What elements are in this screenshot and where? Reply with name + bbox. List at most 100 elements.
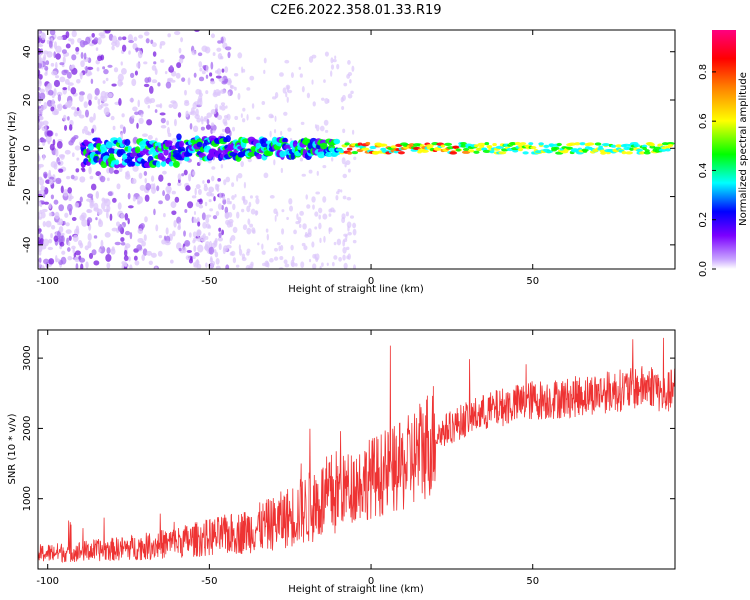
noise-mark <box>299 73 303 78</box>
noise-mark <box>61 49 67 54</box>
noise-mark <box>38 138 41 143</box>
noise-mark <box>79 39 86 48</box>
snr-panel: -100 -50 0 50 1000 2000 3000 Height of straig… <box>7 329 676 595</box>
noise-mark <box>314 211 319 217</box>
noise-mark <box>63 69 69 74</box>
snr-x-label: Height of straight line (km) <box>288 584 424 595</box>
noise-mark <box>217 40 222 44</box>
colorbar-label: Normalized spectral amplitude <box>738 72 749 226</box>
noise-mark <box>246 114 249 121</box>
noise-mark <box>193 245 197 252</box>
noise-mark <box>342 239 346 247</box>
noise-mark <box>341 157 346 165</box>
noise-mark <box>215 258 220 265</box>
noise-mark <box>43 201 49 205</box>
noise-mark <box>38 230 41 235</box>
noise-mark <box>282 87 287 94</box>
noise-mark <box>210 256 213 261</box>
noise-mark <box>205 64 209 73</box>
noise-mark <box>136 244 143 251</box>
noise-mark <box>170 259 174 264</box>
noise-mark <box>108 166 114 174</box>
noise-mark <box>289 205 294 212</box>
x-tick-label: 50 <box>526 276 539 287</box>
noise-mark <box>110 115 115 121</box>
carrier-mark <box>641 144 648 148</box>
noise-mark <box>211 166 216 170</box>
carrier-mark <box>633 143 641 148</box>
noise-mark <box>311 79 314 85</box>
noise-mark <box>162 190 165 197</box>
snr-frame <box>37 329 676 570</box>
noise-mark <box>261 100 266 106</box>
noise-mark <box>160 59 165 63</box>
noise-mark <box>75 225 80 234</box>
noise-mark <box>68 140 74 146</box>
noise-mark <box>205 262 208 268</box>
noise-mark <box>206 112 213 118</box>
carrier-mark <box>183 156 190 162</box>
noise-mark <box>195 201 200 207</box>
carrier-mark <box>482 149 491 153</box>
noise-mark <box>97 55 103 62</box>
noise-mark <box>150 175 155 182</box>
noise-mark <box>273 159 276 166</box>
noise-mark <box>197 188 202 195</box>
noise-mark <box>242 196 246 203</box>
noise-mark <box>236 211 240 219</box>
noise-mark <box>93 235 98 239</box>
noise-mark <box>316 170 319 176</box>
noise-mark <box>143 83 150 88</box>
noise-mark <box>347 225 350 232</box>
carrier-mark <box>622 143 631 147</box>
noise-mark <box>98 218 102 225</box>
noise-mark <box>241 118 246 123</box>
noise-mark <box>347 93 353 99</box>
noise-mark <box>55 75 60 79</box>
noise-mark <box>336 238 342 246</box>
noise-mark <box>119 81 124 86</box>
noise-mark <box>297 216 302 224</box>
noise-mark <box>177 173 182 181</box>
noise-mark <box>39 88 45 93</box>
noise-mark <box>306 92 311 99</box>
noise-mark <box>167 182 171 187</box>
carrier-mark <box>621 150 627 155</box>
carrier-mark <box>369 145 377 150</box>
y-tick-label: 20 <box>22 94 33 107</box>
noise-mark <box>183 101 190 107</box>
noise-mark <box>217 53 223 60</box>
noise-mark <box>123 266 128 269</box>
noise-mark <box>194 252 200 257</box>
noise-mark <box>122 126 126 135</box>
noise-mark <box>210 193 215 197</box>
noise-mark <box>279 244 284 251</box>
carrier-mark <box>455 148 461 152</box>
noise-mark <box>234 194 237 198</box>
noise-mark <box>322 196 327 203</box>
carrier-mark <box>594 142 602 146</box>
carrier-mark <box>163 149 169 156</box>
noise-mark <box>300 121 305 125</box>
noise-mark <box>247 218 251 225</box>
noise-mark <box>175 72 181 79</box>
noise-mark <box>157 82 161 87</box>
noise-mark <box>52 110 59 116</box>
noise-mark <box>88 166 92 175</box>
noise-mark <box>71 245 76 250</box>
noise-mark <box>70 174 75 180</box>
noise-mark <box>94 96 98 101</box>
noise-mark <box>186 249 192 253</box>
noise-mark <box>302 223 307 230</box>
noise-mark <box>290 72 294 78</box>
noise-mark <box>351 129 355 135</box>
noise-mark <box>112 197 117 203</box>
noise-mark <box>38 261 41 268</box>
noise-mark <box>315 124 320 132</box>
colorbar-tick-label: 0.0 <box>698 261 709 277</box>
noise-mark <box>159 112 166 116</box>
noise-mark <box>342 173 348 179</box>
noise-mark <box>185 185 191 192</box>
noise-mark <box>224 66 229 73</box>
noise-mark <box>42 139 47 143</box>
